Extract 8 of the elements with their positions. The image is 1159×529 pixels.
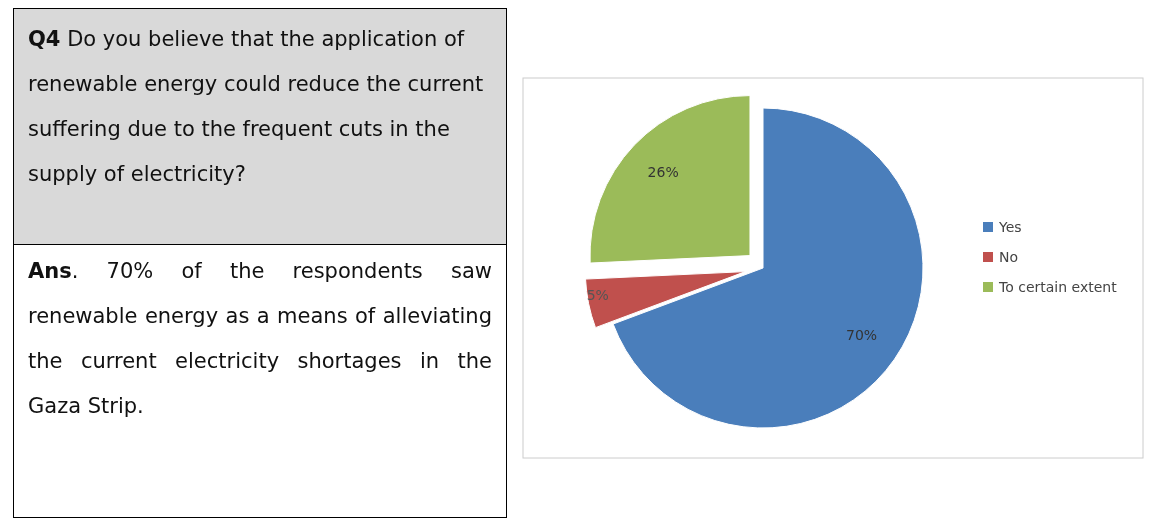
text: Q4 Do you believe that the application of renewable energy could reduce the current suffering due to the frequent cuts in the supply of electricity? (28, 27, 484, 186)
legend-label: Yes (998, 219, 1022, 235)
legend-label: To certain extent (998, 279, 1118, 295)
data-label: 70% (846, 327, 878, 344)
data-label: 26% (647, 163, 679, 180)
legend-label: No (999, 249, 1019, 265)
data-label: 5% (586, 286, 609, 303)
text: Ans. 70% of the respondents saw renewable energy as a means of alleviating the current electricity shortages in the Gaza Strip. (28, 259, 492, 418)
